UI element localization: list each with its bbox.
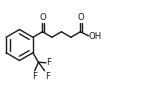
Text: F: F	[45, 72, 50, 81]
Text: F: F	[32, 72, 37, 81]
Text: OH: OH	[89, 32, 102, 41]
Text: O: O	[78, 13, 84, 22]
Text: O: O	[40, 13, 46, 22]
Text: F: F	[46, 58, 51, 67]
